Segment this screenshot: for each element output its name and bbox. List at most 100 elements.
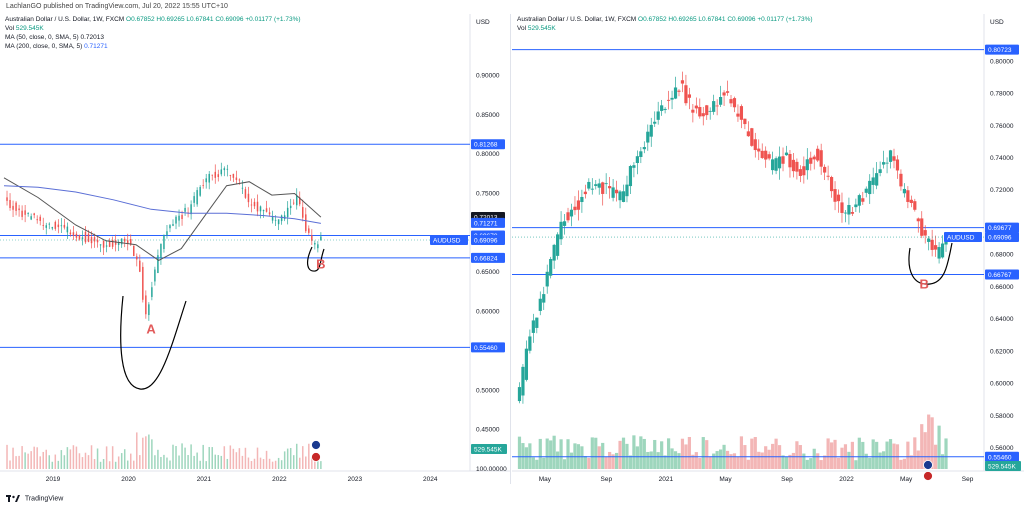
candle-body xyxy=(670,97,674,100)
candle-body xyxy=(739,106,744,120)
x-tick-label: 2023 xyxy=(348,476,363,483)
chart-panel-left[interactable]: Australian Dollar / U.S. Dollar, 1W, FXC… xyxy=(0,14,511,484)
volume-bar xyxy=(871,439,875,469)
us-flag-icon xyxy=(311,452,321,462)
volume-bar xyxy=(169,460,171,469)
candle-body xyxy=(538,298,542,311)
chart-svg-right[interactable]: USD 0.80000 0.78000 0.76000 0.74000 0.72000 0.… xyxy=(512,14,1024,484)
candle-body xyxy=(111,239,114,247)
volume-bar xyxy=(72,445,75,469)
volume-bar xyxy=(611,454,615,469)
chart-svg-left[interactable]: USD 0.90000 0.85000 0.80000 0.75000 0.65000 0.… xyxy=(0,14,510,484)
volume-bar xyxy=(96,448,99,469)
candle-body xyxy=(126,240,129,244)
volume-bar xyxy=(788,454,792,469)
volume-bar xyxy=(317,458,319,469)
candle-body xyxy=(181,214,183,220)
candle-body xyxy=(902,188,907,194)
candle-body xyxy=(618,191,622,201)
candle-body xyxy=(102,240,105,248)
volume-bar xyxy=(881,451,886,469)
volume-bar xyxy=(214,454,217,469)
ma200-header: MA (200, close, 0, SMA, 5) 0.71271 xyxy=(5,43,108,50)
candle-body xyxy=(635,156,639,164)
y-tick-label: 0.90000 xyxy=(476,72,500,79)
x-tick-label: May xyxy=(900,476,913,483)
candle-body xyxy=(764,150,768,160)
candle-body xyxy=(84,231,87,243)
candle-body xyxy=(809,157,813,164)
price-tag-label: 0.81268 xyxy=(474,142,498,149)
volume-bar xyxy=(184,447,186,469)
y-tick-label: 0.50000 xyxy=(476,387,500,394)
candle-body xyxy=(601,182,605,194)
candle-body xyxy=(719,96,723,105)
volume-bar xyxy=(836,457,841,469)
candle-body xyxy=(295,195,298,206)
candle-body xyxy=(271,216,274,221)
volume-bar xyxy=(753,437,757,469)
candle-body xyxy=(861,198,865,202)
y-tick-label: 0.56000 xyxy=(990,445,1014,452)
price-tag xyxy=(985,232,1019,243)
candle-body xyxy=(913,201,917,210)
ma50-header: MA (50, close, 0, SMA, 5) 0.72013 xyxy=(5,34,104,41)
candle-body xyxy=(583,191,587,195)
volume-bar xyxy=(614,452,619,469)
volume-bar xyxy=(528,443,532,469)
y-tick-label: 0.64000 xyxy=(990,316,1014,323)
y-axis-title: USD xyxy=(476,19,490,26)
volume-bar xyxy=(39,456,41,469)
chart-panel-right[interactable]: Australian Dollar / U.S. Dollar, 1W, FXC… xyxy=(512,14,1024,484)
candle-body xyxy=(899,173,903,187)
ma50-name: MA (50, close, 0, SMA, 5) xyxy=(5,34,79,41)
volume-bar xyxy=(178,455,180,469)
candle-body xyxy=(871,177,875,185)
volume-bar xyxy=(160,457,162,469)
candle-body xyxy=(51,227,54,229)
volume-bar xyxy=(148,434,150,469)
volume-bar xyxy=(123,449,126,469)
volume-bar xyxy=(90,445,93,469)
volume-bar xyxy=(139,455,141,469)
candle-body xyxy=(148,304,150,316)
volume-bar xyxy=(51,461,54,469)
candle-body xyxy=(96,239,99,243)
volume-bar xyxy=(145,436,147,469)
candle-body xyxy=(311,235,313,241)
candle-body xyxy=(142,266,144,300)
candle-body xyxy=(220,169,223,175)
candle-body xyxy=(930,239,934,250)
y-tick-label: 0.68000 xyxy=(990,252,1014,259)
volume-bar xyxy=(594,437,598,469)
candle-body xyxy=(145,295,147,315)
candle-body xyxy=(169,225,171,229)
annotation-label: B xyxy=(316,256,325,271)
volume-bar xyxy=(133,460,135,469)
candle-body xyxy=(857,195,861,206)
volume-bar xyxy=(36,447,38,469)
candle-body xyxy=(892,156,896,161)
candle-body xyxy=(151,287,153,297)
volume-bar xyxy=(653,439,657,469)
candle-body xyxy=(133,245,135,257)
candle-body xyxy=(608,186,612,189)
y-axis-title: USD xyxy=(990,19,1004,26)
volume-bar xyxy=(649,451,653,469)
volume-bar xyxy=(154,455,156,469)
candle-body xyxy=(130,239,132,245)
volume-bar xyxy=(271,461,274,469)
volume-bar xyxy=(819,460,823,469)
candle-body xyxy=(241,187,244,189)
candle-body xyxy=(42,225,44,226)
tradingview-footer[interactable]: TradingView xyxy=(6,494,63,502)
candle-body xyxy=(136,256,138,260)
candle-body xyxy=(566,212,570,221)
candle-body xyxy=(78,234,81,240)
candle-body xyxy=(21,210,23,217)
price-tag xyxy=(985,269,1019,280)
volume-bar xyxy=(66,447,69,469)
ma200-name: MA (200, close, 0, SMA, 5) xyxy=(5,43,83,50)
candle-body xyxy=(190,204,192,215)
volume-bar xyxy=(791,452,796,469)
